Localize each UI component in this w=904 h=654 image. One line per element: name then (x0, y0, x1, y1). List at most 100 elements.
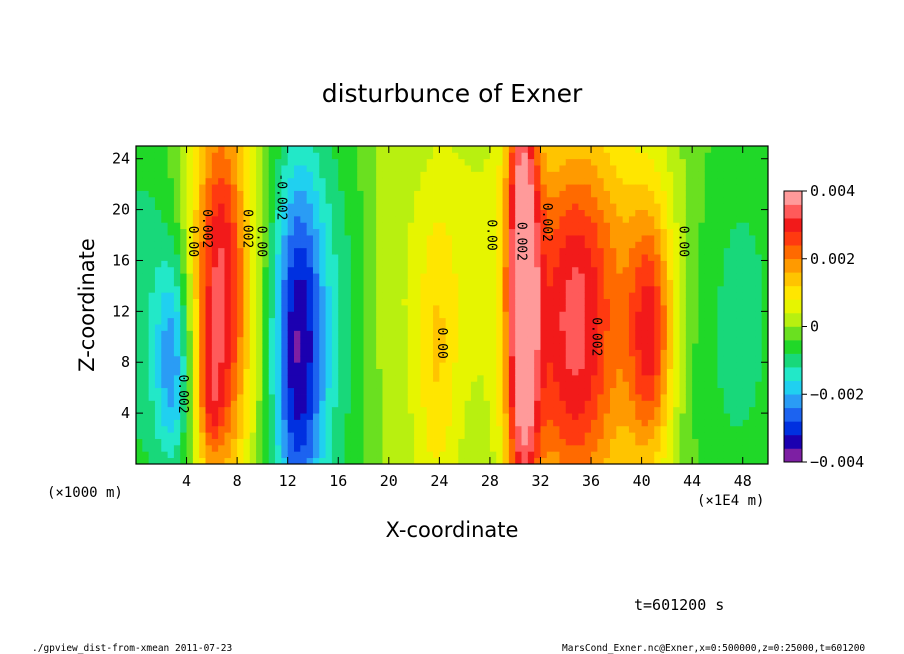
heatmap-cell (237, 457, 244, 465)
heatmap-cell (730, 451, 737, 459)
heatmap-cell (426, 196, 434, 204)
heatmap-cell (559, 260, 567, 268)
heatmap-cell (698, 362, 706, 369)
heatmap-cell (553, 190, 560, 198)
heatmap-cell (502, 419, 510, 427)
heatmap-cell (376, 457, 383, 465)
heatmap-cell (717, 190, 725, 198)
heatmap-cell (679, 241, 687, 249)
heatmap-cell (331, 438, 339, 446)
heatmap-cell (698, 273, 706, 280)
heatmap-cell (483, 374, 491, 382)
heatmap-cell (489, 368, 497, 376)
heatmap-cell (230, 425, 238, 433)
heatmap-cell (275, 394, 282, 401)
heatmap-cell (331, 146, 339, 153)
heatmap-cell (755, 438, 763, 446)
heatmap-cell (395, 279, 402, 287)
heatmap-cell (635, 203, 642, 210)
heatmap-cell (654, 228, 661, 236)
heatmap-cell (647, 324, 655, 331)
heatmap-cell (508, 273, 516, 280)
heatmap-cell (666, 146, 674, 153)
heatmap-cell (256, 196, 263, 204)
heatmap-cell (199, 171, 206, 179)
heatmap-cell (559, 425, 567, 433)
heatmap-cell (407, 317, 415, 325)
heatmap-cell (527, 330, 535, 338)
heatmap-cell (704, 222, 712, 230)
heatmap-cell (584, 215, 592, 223)
heatmap-cell (173, 190, 181, 198)
heatmap-cell (312, 228, 320, 236)
heatmap-cell (167, 362, 175, 369)
heatmap-cell (578, 146, 586, 153)
heatmap-cell (502, 336, 510, 344)
heatmap-cell (584, 279, 592, 287)
heatmap-cell (319, 343, 326, 350)
heatmap-cell (142, 413, 150, 420)
heatmap-cell (136, 406, 143, 414)
heatmap-cell (281, 209, 289, 217)
heatmap-cell (534, 266, 541, 274)
heatmap-cell (591, 400, 598, 408)
heatmap-cell (414, 209, 421, 217)
heatmap-cell (237, 235, 244, 242)
heatmap-cell (161, 273, 168, 280)
heatmap-cell (647, 305, 655, 312)
heatmap-cell (180, 324, 187, 331)
heatmap-cell (281, 273, 289, 280)
heatmap-cell (685, 247, 693, 255)
heatmap-cell (711, 451, 718, 459)
heatmap-cell (458, 215, 466, 223)
heatmap-cell (344, 324, 352, 331)
heatmap-cell (186, 203, 194, 210)
heatmap-cell (445, 254, 453, 261)
heatmap-cell (275, 152, 282, 160)
heatmap-cell (515, 171, 522, 179)
heatmap-cell (281, 158, 289, 166)
heatmap-cell (357, 279, 364, 287)
heatmap-cell (458, 177, 466, 185)
heatmap-cell (211, 273, 219, 280)
heatmap-cell (249, 254, 257, 261)
heatmap-cell (489, 387, 497, 395)
heatmap-cell (154, 254, 162, 261)
heatmap-cell (426, 324, 434, 331)
heatmap-cell (388, 254, 396, 261)
heatmap-cell (306, 215, 314, 223)
heatmap-cell (344, 457, 352, 465)
heatmap-cell (584, 184, 592, 191)
heatmap-cell (199, 203, 206, 210)
heatmap-cell (704, 254, 712, 261)
heatmap-cell (477, 343, 484, 350)
heatmap-cell (477, 146, 484, 153)
heatmap-cell (521, 190, 529, 198)
heatmap-cell (673, 362, 680, 369)
heatmap-cell (414, 196, 421, 204)
heatmap-cell (635, 298, 642, 306)
heatmap-cell (237, 184, 244, 191)
heatmap-cell (395, 343, 402, 350)
heatmap-cell (597, 235, 605, 242)
heatmap-cell (312, 305, 320, 312)
heatmap-cell (338, 438, 345, 446)
heatmap-cell (704, 419, 712, 427)
heatmap-cell (679, 343, 687, 350)
heatmap-cell (723, 368, 731, 376)
heatmap-cell (376, 209, 383, 217)
heatmap-cell (256, 279, 263, 287)
heatmap-cell (180, 406, 187, 414)
heatmap-cell (148, 413, 156, 420)
heatmap-cell (584, 400, 592, 408)
heatmap-cell (294, 381, 301, 389)
heatmap-cell (673, 177, 680, 185)
heatmap-cell (344, 425, 352, 433)
heatmap-cell (483, 387, 491, 395)
heatmap-cell (287, 336, 295, 344)
heatmap-cell (685, 317, 693, 325)
heatmap-cell (559, 381, 567, 389)
heatmap-cell (666, 177, 674, 185)
heatmap-cell (572, 324, 579, 331)
heatmap-cell (679, 152, 687, 160)
